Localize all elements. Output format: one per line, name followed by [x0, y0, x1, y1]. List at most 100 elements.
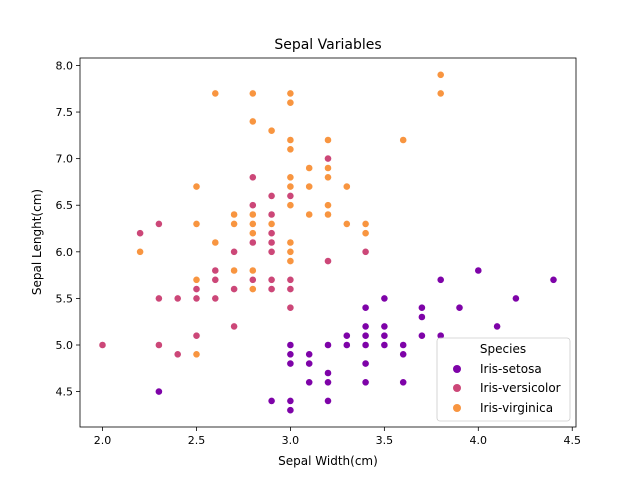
legend-marker-versicolor — [453, 384, 461, 392]
y-tick-label: 6.0 — [56, 246, 74, 259]
point-iris-setosa-43 — [380, 341, 389, 349]
x-tick-label: 4.0 — [470, 434, 488, 447]
point-iris-setosa-38 — [286, 396, 295, 405]
point-iris-virginica-20 — [324, 164, 332, 172]
x-tick-label: 4.5 — [563, 434, 581, 447]
point-iris-versicolor-18 — [136, 229, 144, 238]
point-iris-setosa-13 — [286, 406, 295, 415]
point-iris-setosa-39 — [361, 331, 370, 340]
point-iris-versicolor-8 — [267, 191, 276, 200]
point-iris-virginica-33 — [248, 219, 257, 228]
x-tick-label: 2.0 — [94, 434, 112, 447]
point-iris-versicolor-33 — [230, 247, 238, 256]
point-iris-virginica-45 — [286, 182, 295, 191]
point-iris-setosa-24 — [361, 359, 370, 368]
point-iris-setosa-16 — [455, 303, 464, 312]
point-iris-virginica-17 — [436, 89, 445, 98]
legend-box — [436, 337, 571, 422]
point-iris-versicolor-48 — [192, 331, 201, 340]
point-iris-setosa-48 — [417, 313, 426, 321]
y-tick-label: 5.5 — [56, 292, 74, 305]
point-iris-virginica-9 — [399, 136, 408, 144]
point-iris-versicolor-49 — [248, 275, 257, 284]
legend-title: Species — [480, 342, 526, 356]
point-iris-virginica-10 — [324, 201, 332, 210]
point-iris-versicolor-45 — [286, 275, 295, 284]
point-iris-versicolor-42 — [211, 266, 220, 275]
point-iris-virginica-12 — [286, 173, 295, 182]
point-iris-virginica-30 — [248, 117, 257, 126]
point-iris-versicolor-46 — [267, 275, 276, 284]
point-iris-setosa-8 — [267, 396, 276, 405]
point-iris-setosa-17 — [380, 331, 389, 340]
point-iris-virginica-0 — [342, 219, 351, 228]
x-axis: 2.0 2.5 3.0 3.5 4.0 4.5 — [94, 427, 581, 447]
point-iris-versicolor-19 — [192, 285, 201, 293]
point-iris-setosa-37 — [399, 350, 408, 359]
point-iris-versicolor-0 — [324, 154, 332, 163]
point-iris-versicolor-35 — [361, 247, 370, 256]
point-iris-setosa-3 — [305, 378, 314, 387]
point-iris-versicolor-26 — [248, 173, 257, 182]
point-iris-versicolor-13 — [267, 238, 276, 247]
point-iris-versicolor-23 — [248, 238, 257, 247]
legend-label-virginica: Iris-virginica — [480, 401, 553, 415]
point-iris-virginica-13 — [192, 275, 201, 284]
point-iris-versicolor-14 — [267, 285, 276, 293]
point-iris-setosa-21 — [417, 331, 426, 340]
point-iris-setosa-22 — [399, 378, 408, 387]
x-tick-label: 3.0 — [282, 434, 300, 447]
point-iris-virginica-47 — [286, 201, 295, 210]
point-iris-virginica-43 — [324, 173, 332, 182]
point-iris-versicolor-3 — [154, 294, 163, 303]
legend-marker-virginica — [453, 404, 461, 412]
point-iris-versicolor-39 — [192, 294, 201, 303]
point-iris-virginica-46 — [192, 219, 201, 228]
point-iris-versicolor-37 — [154, 219, 163, 228]
y-tick-label: 5.0 — [56, 339, 74, 352]
point-iris-virginica-23 — [230, 219, 238, 228]
point-iris-virginica-7 — [267, 126, 276, 135]
point-iris-virginica-18 — [211, 89, 220, 98]
point-iris-virginica-27 — [286, 238, 295, 247]
point-iris-versicolor-20 — [324, 257, 332, 265]
point-iris-versicolor-44 — [230, 285, 238, 293]
point-iris-virginica-41 — [305, 164, 314, 172]
point-iris-setosa-36 — [380, 294, 389, 303]
point-iris-virginica-48 — [361, 229, 370, 238]
point-iris-setosa-41 — [154, 387, 163, 396]
point-iris-setosa-32 — [493, 322, 501, 331]
point-iris-setosa-18 — [436, 275, 445, 284]
point-iris-setosa-1 — [286, 350, 295, 359]
point-iris-setosa-6 — [361, 378, 370, 387]
point-iris-setosa-35 — [324, 341, 332, 349]
point-iris-versicolor-40 — [211, 294, 220, 303]
point-iris-virginica-6 — [192, 350, 201, 359]
point-iris-versicolor-38 — [286, 285, 295, 293]
point-iris-versicolor-47 — [267, 229, 276, 238]
point-iris-setosa-26 — [361, 341, 370, 349]
point-iris-setosa-34 — [305, 350, 314, 359]
point-iris-setosa-15 — [549, 275, 558, 284]
point-iris-versicolor-31 — [173, 294, 182, 303]
point-iris-setosa-42 — [324, 396, 332, 405]
point-iris-setosa-30 — [305, 359, 314, 368]
point-iris-setosa-49 — [342, 341, 351, 349]
point-iris-virginica-42 — [230, 266, 238, 275]
point-iris-versicolor-7 — [173, 350, 182, 359]
point-iris-versicolor-4 — [248, 201, 257, 210]
point-iris-setosa-4 — [399, 341, 408, 349]
point-iris-versicolor-24 — [267, 210, 276, 219]
x-tick-label: 3.5 — [376, 434, 394, 447]
y-tick-label: 7.5 — [56, 106, 74, 119]
point-iris-setosa-25 — [286, 341, 295, 349]
point-iris-virginica-5 — [286, 98, 295, 107]
point-iris-versicolor-29 — [211, 275, 220, 284]
y-axis: 4.5 5.0 5.5 6.0 6.5 7.0 7.5 8.0 — [56, 59, 80, 399]
point-iris-virginica-22 — [248, 89, 257, 98]
point-iris-virginica-34 — [211, 238, 220, 247]
point-iris-virginica-31 — [436, 70, 445, 79]
point-iris-setosa-10 — [417, 303, 426, 312]
point-iris-virginica-26 — [248, 229, 257, 238]
point-iris-setosa-14 — [474, 266, 483, 275]
